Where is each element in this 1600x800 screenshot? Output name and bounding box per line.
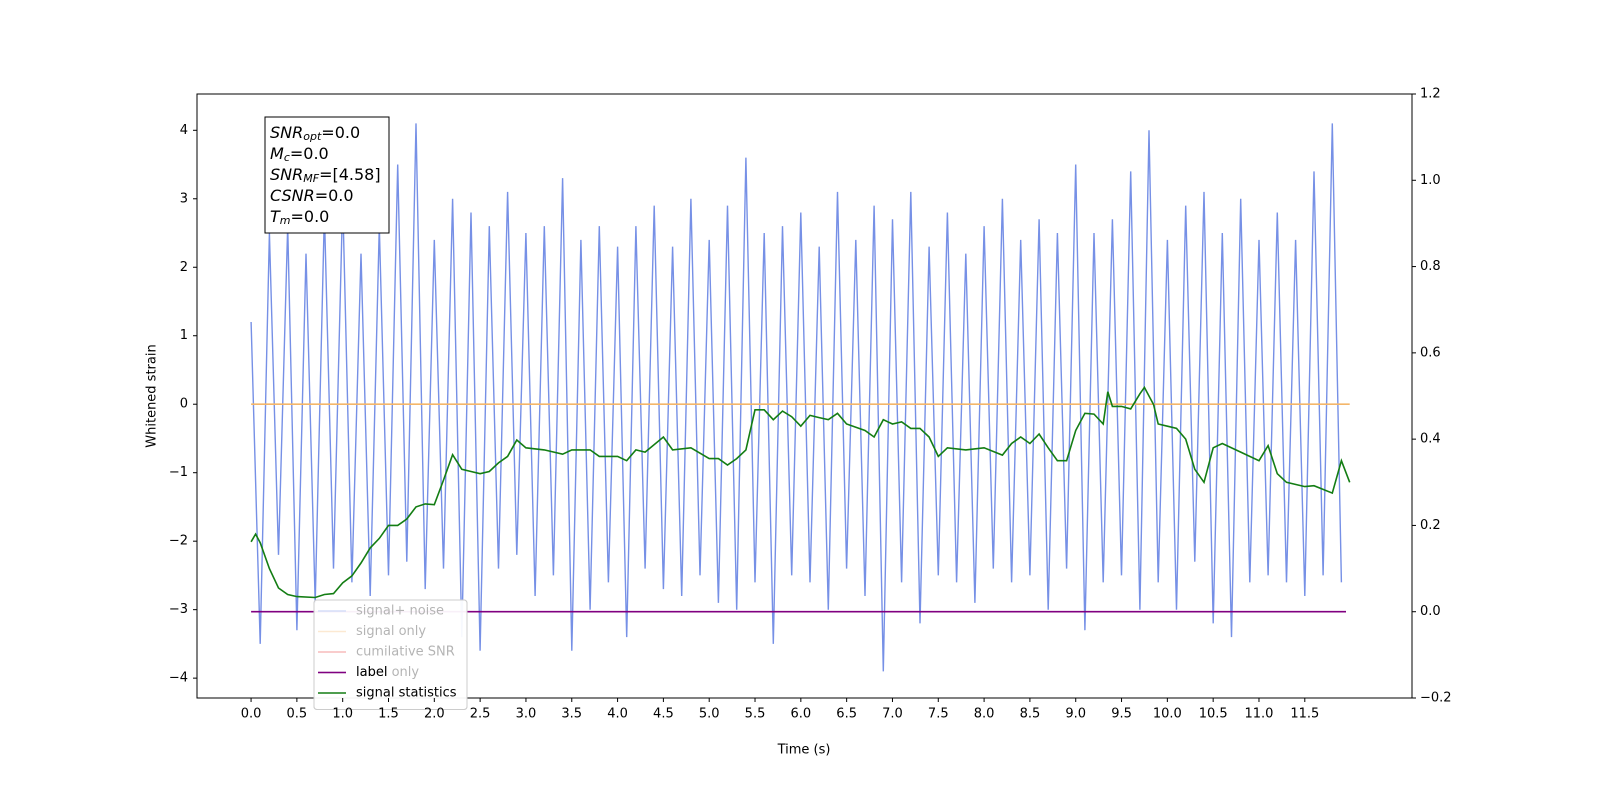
y-tick-label: 2 — [180, 260, 188, 275]
y2-tick-label: 1.0 — [1420, 173, 1441, 188]
x-tick-label: 7.5 — [928, 707, 949, 722]
y-tick-label: 0 — [180, 397, 188, 412]
annotation-line: SNRopt=0.0 — [270, 123, 360, 144]
x-tick-label: 8.5 — [1020, 707, 1041, 722]
y-tick-label: −3 — [169, 602, 188, 617]
y-tick-label: −4 — [169, 671, 188, 686]
y-tick-label: −1 — [169, 465, 188, 480]
legend: signal+ noisesignal onlycumilative SNRla… — [313, 599, 468, 710]
y2-tick-label: 0.6 — [1420, 345, 1441, 360]
x-tick-label: 5.5 — [745, 707, 766, 722]
series-line — [250, 385, 1351, 599]
x-tick-label: 4.5 — [653, 707, 674, 722]
annotation-subscript: opt — [303, 130, 322, 143]
x-tick-label: 8.0 — [974, 707, 995, 722]
annotation-value: =[4.58] — [319, 165, 381, 184]
y2-tick-label: 0.0 — [1420, 604, 1441, 619]
x-tick-label: 9.5 — [1111, 707, 1132, 722]
annotation-line: CSNR=0.0 — [270, 186, 354, 205]
x-tick-label: 2.5 — [470, 707, 491, 722]
x-tick-label: 3.5 — [561, 707, 582, 722]
annotation-symbol: SNR — [270, 123, 303, 142]
annotation-symbol: M — [270, 144, 284, 163]
y2-tick-label: 0.2 — [1420, 518, 1441, 533]
annotation-line: Tm=0.0 — [270, 207, 329, 228]
x-axis-label: Time (s) — [777, 743, 831, 758]
x-tick-label: 1.0 — [332, 707, 353, 722]
annotation-value: =0.0 — [321, 123, 360, 142]
annotation-symbol: SNR — [270, 165, 303, 184]
annotation-line: Mc=0.0 — [270, 144, 329, 165]
axes-frame — [196, 93, 1413, 699]
y-axis-label: Whitened strain — [145, 344, 160, 447]
y-tick-label: 1 — [180, 328, 188, 343]
x-tick-label: 11.0 — [1245, 707, 1274, 722]
x-tick-label: 2.0 — [424, 707, 445, 722]
y-tick-label: 4 — [180, 123, 188, 138]
x-tick-label: 6.5 — [836, 707, 857, 722]
series-line — [250, 123, 1343, 672]
x-tick-label: 11.5 — [1290, 707, 1319, 722]
x-tick-label: 9.0 — [1065, 707, 1086, 722]
annotation-line: SNRMF=[4.58] — [270, 165, 381, 186]
annotation-symbol: T — [270, 207, 281, 226]
annotation-subscript: m — [280, 214, 291, 227]
x-tick-label: 4.0 — [607, 707, 628, 722]
x-tick-label: 0.5 — [287, 707, 308, 722]
y2-tick-label: 0.4 — [1420, 432, 1441, 447]
annotation: SNRopt=0.0Mc=0.0SNRMF=[4.58]CSNR=0.0Tm=0… — [270, 123, 381, 228]
x-tick-label: 7.0 — [882, 707, 903, 722]
annotation-value: =0.0 — [315, 186, 354, 205]
x-tick-label: 0.0 — [241, 707, 262, 722]
x-tick-label: 3.0 — [516, 707, 537, 722]
x-tick-label: 1.5 — [378, 707, 399, 722]
x-tick-label: 5.0 — [699, 707, 720, 722]
y2-tick-label: −0.2 — [1420, 691, 1452, 706]
annotation-subscript: c — [284, 151, 290, 164]
annotation-subscript: MF — [303, 172, 319, 185]
annotation-symbol: CSNR — [270, 186, 315, 205]
legend-label: signal statistics — [356, 686, 457, 701]
x-tick-label: 10.5 — [1199, 707, 1228, 722]
legend-box — [313, 599, 468, 710]
x-tick-label: 10.0 — [1153, 707, 1182, 722]
y2-tick-label: 1.2 — [1420, 87, 1441, 102]
y2-tick-label: 0.8 — [1420, 259, 1441, 274]
y-tick-label: −2 — [169, 534, 188, 549]
x-tick-label: 6.0 — [790, 707, 811, 722]
annotation-value: =0.0 — [291, 207, 330, 226]
legend-label: label — [356, 665, 387, 680]
annotation-value: =0.0 — [290, 144, 329, 163]
y-tick-label: 3 — [180, 191, 188, 206]
annotation-box — [264, 116, 390, 234]
